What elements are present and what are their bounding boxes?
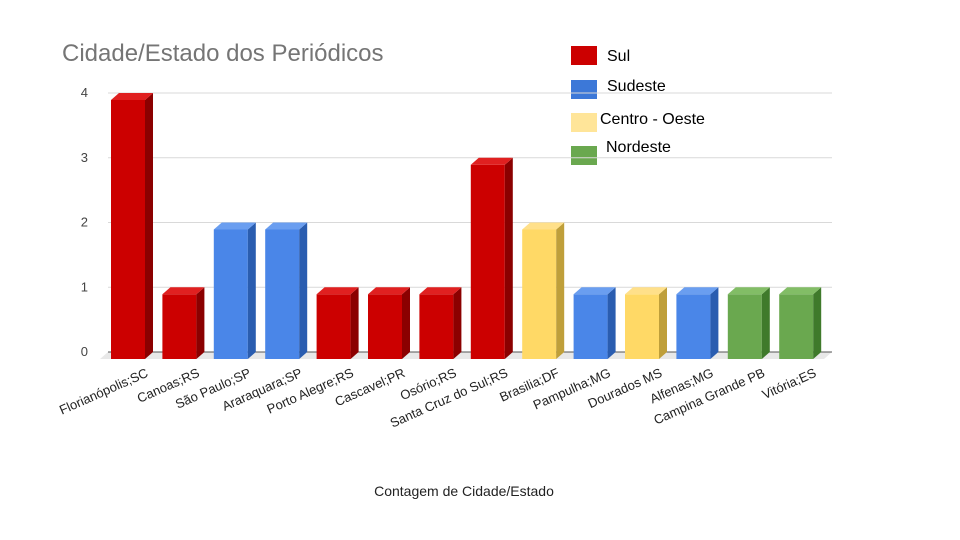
bar	[727, 294, 762, 359]
bar	[470, 164, 505, 359]
bar-side	[453, 287, 462, 359]
legend-label-centro-oeste: Centro - Oeste	[600, 111, 705, 128]
x-tick-label: Vitória;ES	[760, 365, 819, 402]
bar-side	[402, 287, 410, 359]
y-tick-label: 1	[81, 279, 88, 294]
bar	[162, 294, 197, 359]
bar-side	[504, 157, 513, 359]
legend-swatch-centro-oeste	[571, 113, 597, 132]
y-tick-label: 3	[81, 150, 88, 165]
bar-top	[368, 287, 410, 295]
bar	[213, 229, 248, 359]
bar-top	[316, 287, 359, 295]
legend-label-nordeste: Nordeste	[606, 139, 671, 156]
chart-floor	[100, 352, 832, 359]
bar-side	[607, 287, 616, 359]
legend-swatch-nordeste	[571, 146, 597, 165]
y-tick-label: 2	[81, 215, 88, 230]
legend-swatch-sudeste	[571, 80, 597, 99]
y-tick-label: 0	[81, 344, 88, 359]
bar-top	[265, 222, 308, 230]
bar-side	[659, 287, 667, 359]
bar	[265, 229, 300, 359]
bar-top	[573, 287, 616, 295]
legend-label-sul: Sul	[607, 48, 631, 65]
x-axis-title: Contagem de Cidade/Estado	[374, 483, 554, 499]
bar-side	[350, 287, 359, 359]
bar-side	[145, 93, 153, 359]
y-tick-label: 4	[81, 85, 88, 100]
bar	[368, 294, 402, 359]
bar-top	[111, 93, 153, 100]
chart-title: Cidade/Estado dos Periódicos	[62, 40, 384, 67]
bar-side	[556, 222, 565, 359]
bar-top	[470, 157, 513, 165]
bar-top	[727, 287, 770, 295]
bar	[316, 294, 351, 359]
bar-top	[419, 287, 462, 295]
bar-top	[522, 222, 565, 230]
bar-side	[761, 287, 770, 359]
bar-side	[247, 222, 256, 359]
bar	[625, 294, 659, 359]
bar	[779, 294, 814, 359]
bar-side	[710, 287, 719, 359]
legend-label-sudeste: Sudeste	[607, 78, 666, 95]
bar-side	[299, 222, 308, 359]
bar-top	[625, 287, 667, 295]
bar-top	[779, 287, 822, 295]
bar-top	[676, 287, 719, 295]
bar-top	[162, 287, 205, 295]
bar	[522, 229, 557, 359]
bar	[573, 294, 608, 359]
bar-side	[813, 287, 822, 359]
bar-side	[196, 287, 205, 359]
bar	[419, 294, 454, 359]
bar	[111, 100, 145, 359]
bar	[676, 294, 711, 359]
bar-top	[213, 222, 256, 230]
legend-swatch-sul	[571, 46, 597, 65]
